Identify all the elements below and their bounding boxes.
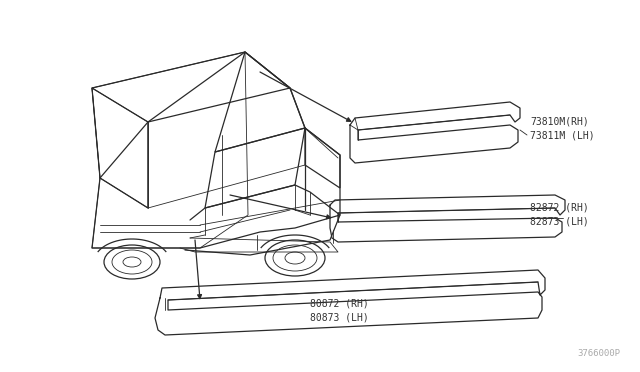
Text: 80872 (RH)
80873 (LH): 80872 (RH) 80873 (LH)	[310, 298, 369, 322]
Text: 73810M(RH)
73811M (LH): 73810M(RH) 73811M (LH)	[530, 116, 595, 140]
Text: 3766000P: 3766000P	[577, 349, 620, 358]
Text: 82872 (RH)
82873 (LH): 82872 (RH) 82873 (LH)	[530, 203, 589, 227]
